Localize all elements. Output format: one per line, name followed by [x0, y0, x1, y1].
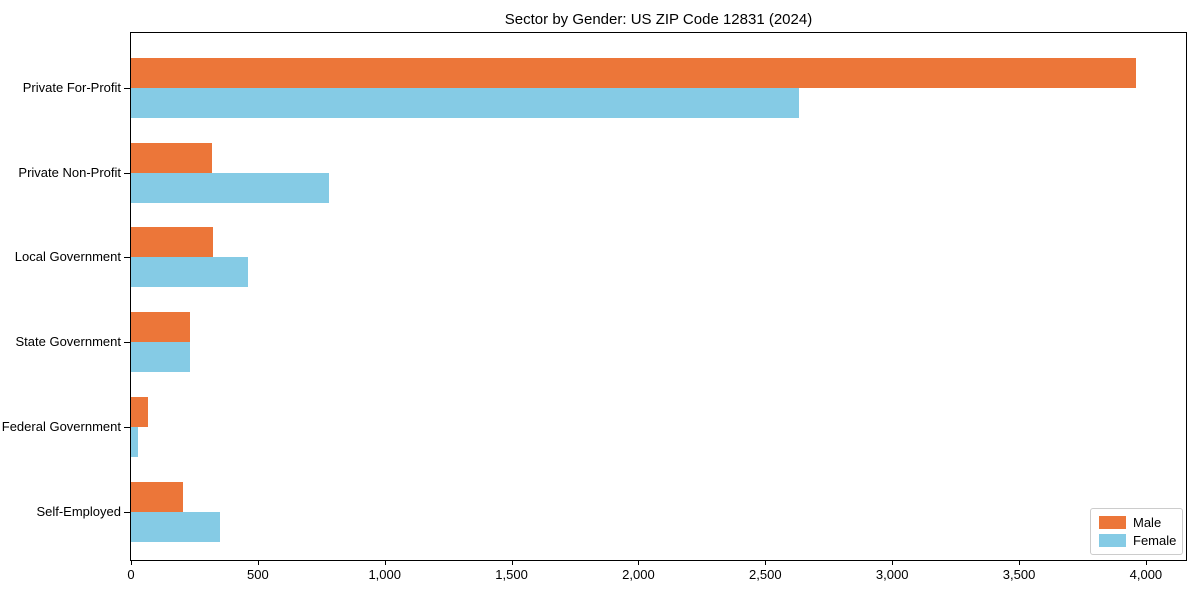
x-tick-label: 0	[127, 567, 135, 582]
category-label-local-government: Local Government	[14, 249, 121, 265]
x-tick-mark	[384, 561, 386, 565]
bar-male-self-employed	[131, 481, 183, 512]
bar-male-federal-government	[131, 396, 148, 427]
bar-female-state-government	[131, 342, 190, 373]
bar-male-state-government	[131, 312, 190, 343]
bar-female-federal-government	[131, 426, 138, 457]
legend-swatch-male	[1099, 516, 1126, 529]
legend: Male Female	[1090, 508, 1183, 555]
category-label-private-for-profit: Private For-Profit	[22, 80, 121, 95]
y-tick-mark	[124, 257, 130, 259]
x-tick-mark	[765, 561, 767, 565]
plot-area	[130, 32, 1187, 561]
x-tick-label: 2,500	[749, 567, 782, 582]
legend-entry-male: Male	[1099, 515, 1174, 530]
x-tick-label: 3,500	[1002, 567, 1036, 582]
legend-label-male: Male	[1133, 515, 1162, 530]
y-tick-mark	[124, 172, 130, 174]
x-tick-mark	[1145, 561, 1147, 565]
x-tick-mark	[131, 561, 132, 565]
legend-entry-female: Female	[1099, 533, 1177, 548]
bar-male-private-for-profit	[131, 58, 1136, 88]
y-tick-mark	[124, 88, 130, 89]
bar-female-local-government	[131, 257, 248, 288]
x-tick-mark	[638, 561, 640, 565]
bar-female-private-non-profit	[131, 172, 329, 203]
bar-female-private-for-profit	[131, 88, 799, 118]
bar-male-private-non-profit	[131, 142, 212, 173]
category-label-state-government: State Government	[15, 334, 122, 350]
legend-swatch-female	[1099, 534, 1126, 547]
x-tick-label: 3,000	[875, 567, 909, 582]
x-tick-label: 4,000	[1129, 567, 1163, 582]
x-tick-mark	[511, 561, 513, 565]
chart-title: Sector by Gender: US ZIP Code 12831 (202…	[504, 11, 813, 28]
x-tick-label: 2,000	[622, 567, 655, 582]
category-label-self-employed: Self-Employed	[36, 503, 121, 519]
bar-female-self-employed	[131, 511, 220, 542]
category-label-federal-government: Federal Government	[1, 418, 121, 434]
legend-label-female: Female	[1133, 533, 1177, 548]
x-tick-label: 1,500	[495, 567, 528, 582]
x-tick-mark	[1019, 561, 1021, 565]
y-tick-mark	[124, 342, 130, 344]
x-tick-mark	[257, 561, 259, 565]
x-tick-label: 500	[247, 567, 269, 582]
x-tick-mark	[892, 561, 894, 565]
x-tick-label: 1,000	[368, 567, 401, 582]
y-tick-mark	[124, 511, 130, 513]
category-label-private-non-profit: Private Non-Profit	[18, 164, 121, 180]
bar-male-local-government	[131, 227, 213, 258]
y-tick-mark	[124, 426, 130, 428]
